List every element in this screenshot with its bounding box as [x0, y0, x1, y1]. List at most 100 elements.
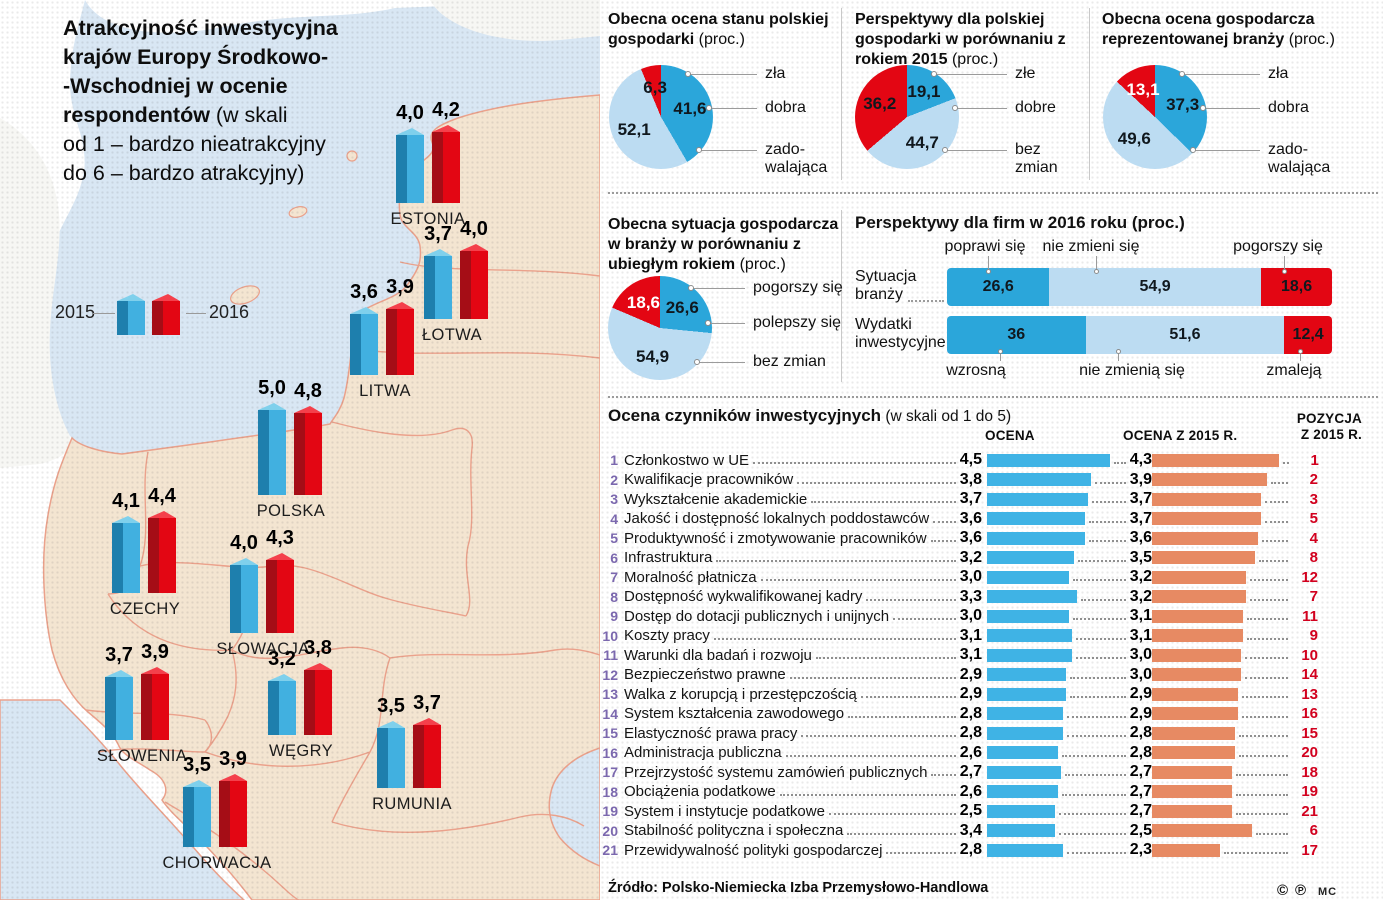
ocena-bar	[987, 473, 1091, 486]
ocena-2015-value: 4,3	[1129, 451, 1152, 468]
dotted-leader	[1282, 452, 1289, 464]
bar-value-2015: 4,0	[396, 102, 424, 124]
pie-leader-dot	[1190, 147, 1197, 153]
pie-slice-label: dobra	[765, 99, 806, 116]
table-row: 2 Kwalifikacje pracowników 3,8 3,9 2	[602, 470, 1318, 490]
factor-name: Kwalifikacje pracowników	[624, 471, 794, 488]
bar-2015-litwa	[350, 307, 378, 375]
ocena-2015-bar	[1152, 765, 1232, 779]
ocena-value: 3,8	[959, 470, 982, 488]
row-rank: 4	[610, 510, 618, 527]
pie-value: 41,6	[673, 99, 707, 119]
scandinavia-shape	[0, 118, 71, 468]
connector-dot	[1298, 349, 1303, 354]
bar-value-2015: 3,2	[268, 648, 296, 670]
row-rank: 15	[602, 725, 618, 741]
connector-dot	[986, 269, 991, 274]
connector-line	[1000, 354, 1001, 361]
stack-segment-mid: 36	[947, 316, 1086, 354]
map-title-line: Atrakcyjność inwestycyjna	[63, 16, 338, 40]
ocena-bar	[987, 765, 1061, 779]
ocena-bar	[987, 590, 1078, 603]
pie-slice-label: polepszy się	[753, 314, 842, 331]
dotted-leader	[716, 550, 956, 562]
row-rank: 17	[602, 764, 618, 780]
bar-value-2016: 3,9	[219, 748, 247, 770]
pozycja-value: 6	[1309, 822, 1318, 839]
ocena-2015-bar	[1152, 785, 1232, 798]
dotted-leader	[1256, 823, 1288, 835]
bar-value-2015: 3,5	[183, 754, 211, 776]
bar-2015-węgry	[268, 674, 296, 735]
ocena-bar	[987, 726, 1064, 740]
pozycja-value: 3	[1309, 490, 1318, 508]
bar-value-2015: 3,7	[424, 223, 452, 245]
ocena-value: 2,5	[959, 802, 982, 819]
ocena-2015-bar	[1152, 492, 1262, 506]
ocena-2015-value: 3,7	[1129, 509, 1152, 527]
dotted-leader	[1265, 511, 1288, 523]
row-rank: 6	[610, 549, 618, 566]
ocena-2015-bar	[1152, 726, 1235, 740]
ocena-value: 3,3	[959, 587, 982, 605]
pozycja-value: 7	[1309, 588, 1318, 605]
bar-2016-chorwacja	[219, 774, 247, 847]
pozycja-value: 1	[1310, 451, 1319, 469]
ocena-bar	[987, 687, 1067, 701]
dotted-leader	[815, 647, 956, 659]
dotted-leader	[1070, 686, 1126, 698]
dotted-leader	[789, 667, 956, 679]
connector-line	[1096, 256, 1097, 269]
factor-name: Warunki dla badań i rozwoju	[624, 646, 812, 664]
legend-2016-label: 2016	[209, 302, 250, 322]
ocena-2015-bar	[1152, 551, 1256, 564]
bar-2016-węgry	[304, 663, 332, 735]
bar-value-2016: 4,3	[266, 527, 294, 549]
pozycja-value: 2	[1309, 471, 1318, 488]
source-label: Źródło: Polsko-Niemiecka Izba Przemysłow…	[608, 880, 989, 896]
bar-2016-czechy	[148, 511, 176, 593]
dotted-leader	[1070, 667, 1126, 679]
pie-leader-line	[1203, 108, 1260, 109]
col-header-ocena: OCENA	[985, 428, 1035, 443]
pozycja-value: 21	[1301, 802, 1318, 820]
dotted-leader	[1244, 647, 1288, 659]
pozycja-value: 14	[1301, 666, 1318, 683]
pie-leader-dot	[931, 71, 938, 77]
ocena-value: 3,6	[959, 509, 982, 527]
legend-bar-2015	[117, 294, 145, 335]
row-rank: 21	[602, 842, 618, 858]
ocena-bar	[987, 668, 1067, 681]
factor-name: Członkostwo w UE	[624, 451, 750, 469]
ocena-2015-bar	[1152, 824, 1253, 837]
pie-leader-dot	[696, 147, 703, 153]
row-rank: 16	[602, 744, 618, 761]
connector-dot	[998, 349, 1003, 354]
ocena-2015-bar	[1152, 687, 1238, 701]
dotted-leader	[1059, 803, 1126, 815]
dotted-leader	[1078, 550, 1126, 562]
pie-leader-line	[697, 362, 745, 363]
map-title: Atrakcyjność inwestycyjna krajów Europy …	[63, 14, 408, 188]
row-rank: 14	[602, 705, 618, 722]
bar-value-2015: 4,1	[112, 490, 140, 512]
phonogram-icon: ℗	[1295, 882, 1307, 899]
table-row: 13 Walka z korupcją i przestępczością 2,9 2…	[602, 684, 1318, 704]
row-rank: 7	[610, 569, 618, 585]
table-row: 16 Administracja publiczna 2,6 2,8 20	[602, 743, 1318, 763]
table-row: 20 Stabilność polityczna i społeczna 3,4 2,…	[602, 821, 1318, 841]
ocena-bar	[987, 707, 1064, 720]
factor-name: Jakość i dostępność lokalnych poddostawc…	[624, 510, 930, 527]
bar-value-2016: 4,4	[148, 485, 176, 507]
connector-dot	[1116, 349, 1121, 354]
pie-slice-label: dobra	[1268, 99, 1309, 116]
dotted-leader	[866, 589, 956, 601]
table-row: 17 Przejrzystość systemu zamówień publicz…	[602, 762, 1318, 782]
dotted-leader	[1223, 842, 1288, 854]
finland-shape	[430, 0, 600, 41]
dotted-leader	[1250, 569, 1288, 581]
row-rank: 2	[610, 471, 618, 488]
ocena-2015-value: 2,7	[1129, 782, 1152, 800]
ocena-2015-bar	[1152, 843, 1220, 857]
pie-value: 26,6	[665, 297, 699, 317]
